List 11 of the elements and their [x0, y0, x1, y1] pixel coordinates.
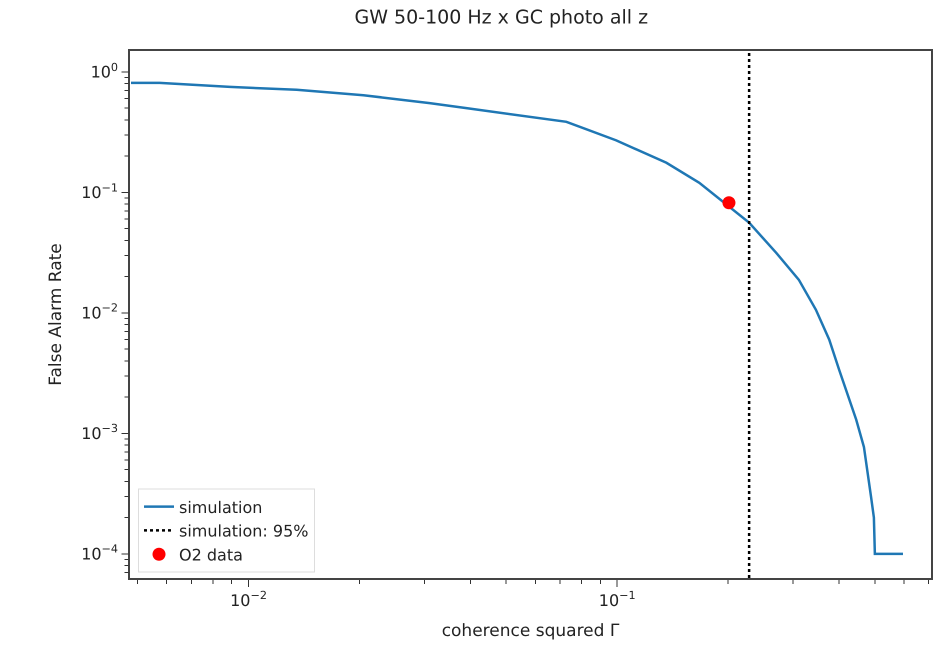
legend-label: simulation: 95%	[179, 522, 308, 541]
legend-label: O2 data	[179, 545, 243, 564]
y-tick-label: 10$^{0}$	[90, 60, 118, 82]
x-axis-title: coherence squared Γ	[442, 620, 620, 641]
y-tick-label: 10$^{−4}$	[81, 542, 118, 564]
chart-title: GW 50-100 Hz x GC photo all z	[354, 6, 648, 28]
y-tick-label: 10$^{−1}$	[81, 181, 118, 202]
y-tick-label: 10$^{−2}$	[81, 302, 118, 322]
legend-label: simulation	[179, 498, 262, 517]
y-tick-label: 10$^{−3}$	[81, 422, 118, 443]
y-axis-title: False Alarm Rate	[46, 243, 66, 386]
